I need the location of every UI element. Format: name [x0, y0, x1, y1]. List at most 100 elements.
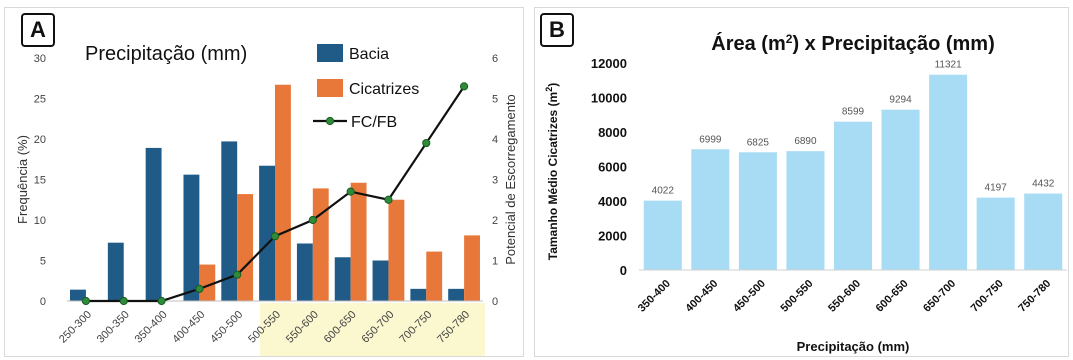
bar	[738, 152, 777, 270]
y-axis-title: Frequência (%)	[15, 135, 30, 224]
bar-cicatrizes	[350, 182, 367, 301]
bar-bacia	[70, 289, 86, 301]
panel-a-label: A	[21, 13, 55, 47]
y-axis-title: Tamanho Médio Cicatrizes (m2)	[544, 83, 560, 261]
x-tick-label: 600-650	[874, 278, 911, 315]
legend-label-bacia: Bacia	[349, 46, 389, 63]
bar-cicatrizes	[275, 84, 291, 301]
chart-b-svg: Área (m2) x Precipitação (mm) 0 2000 4000 60…	[544, 32, 1067, 354]
y-tick-label: 30	[34, 53, 46, 65]
data-label: 4432	[1032, 179, 1055, 190]
y2-tick-label: 5	[492, 94, 498, 106]
data-label: 8599	[842, 107, 865, 118]
bar	[691, 149, 730, 270]
y-tick-label: 25	[34, 94, 46, 106]
chart-title: Área (m2) x Precipitação (mm)	[711, 32, 994, 55]
x-tick-label: 400-450	[170, 309, 207, 346]
x-tick-label: 750-780	[1016, 278, 1053, 315]
x-tick-label: 650-700	[921, 278, 958, 315]
panel-a: 0 5 10 15 20 25 30 0 1 2 3 4 5 6 Frequência (%) Potenci…	[4, 7, 524, 357]
x-tick-label: 300-350	[95, 309, 132, 346]
bar-cicatrizes	[426, 251, 443, 301]
bar-bacia	[372, 260, 389, 301]
data-label: 4197	[985, 183, 1008, 194]
bar	[1024, 193, 1063, 270]
bar-bacia	[145, 147, 162, 301]
data-label: 9294	[889, 95, 912, 106]
point-fcfb	[81, 296, 91, 306]
bar-cicatrizes	[464, 235, 480, 301]
y-tick-label: 20	[34, 134, 46, 146]
y-tick-label: 10	[34, 215, 46, 227]
data-label: 6999	[699, 134, 722, 145]
point-fcfb	[157, 296, 166, 306]
x-tick-label: 700-750	[969, 278, 1006, 315]
x-tick-label: 250-300	[57, 309, 94, 346]
x-tick-label: 350-400	[133, 309, 170, 346]
bar-bacia	[107, 242, 124, 301]
bar-cicatrizes	[388, 199, 405, 301]
bar-bacia	[183, 174, 200, 301]
y-tick-label: 10000	[591, 91, 627, 106]
bar-bacia	[221, 141, 238, 301]
data-label: 4022	[652, 186, 675, 197]
point-fcfb	[195, 284, 204, 293]
x-tick-label: 500-550	[779, 278, 816, 315]
y2-tick-label: 0	[492, 296, 498, 308]
y2-tick-label: 6	[492, 53, 498, 65]
y2-tick-label: 2	[492, 215, 498, 227]
bar-bacia	[410, 288, 427, 301]
y-tick-label: 15	[34, 175, 46, 187]
chart-a-svg: 0 5 10 15 20 25 30 0 1 2 3 4 5 6 Frequência (%) Potenci…	[15, 43, 518, 356]
bar-cicatrizes	[312, 188, 329, 301]
highlight-band	[260, 303, 485, 356]
bar-cicatrizes	[199, 264, 216, 301]
point-fcfb	[346, 187, 355, 196]
data-label: 6890	[794, 136, 817, 147]
x-tick-label: 450-500	[208, 309, 245, 346]
x-tick-label: 550-600	[826, 278, 863, 315]
y-tick-label: 6000	[598, 160, 627, 175]
point-fcfb	[119, 296, 128, 306]
bar-cicatrizes	[237, 194, 254, 301]
panel-b-label: B	[540, 13, 574, 47]
point-fcfb	[308, 215, 317, 225]
y2-tick-label: 3	[492, 175, 498, 187]
legend-marker-fcfb	[325, 116, 335, 126]
x-tick-label: 450-500	[731, 278, 768, 315]
y-tick-label: 5	[40, 256, 46, 268]
point-fcfb	[270, 232, 280, 241]
legend-swatch-cicatrizes	[317, 79, 343, 97]
y-tick-label: 12000	[591, 56, 627, 71]
y2-tick-label: 1	[492, 256, 498, 268]
legend-swatch-bacia	[317, 44, 343, 62]
y2-tick-label: 4	[492, 134, 498, 146]
y2-axis-title: Potencial de Escorregamento	[503, 94, 518, 265]
data-label: 11321	[935, 60, 963, 71]
point-fcfb	[384, 195, 393, 204]
bar-bacia	[259, 165, 275, 301]
legend-label-fcfb: FC/FB	[351, 114, 397, 131]
y-tick-label: 2000	[598, 229, 627, 244]
point-fcfb	[422, 138, 431, 148]
bar	[786, 151, 825, 270]
bar-bacia	[334, 257, 351, 301]
bar	[929, 74, 968, 270]
point-fcfb	[233, 270, 242, 279]
x-axis-title: Precipitação (mm)	[797, 339, 910, 354]
x-tick-label: 400-450	[683, 278, 720, 315]
y-tick-label: 0	[620, 263, 627, 278]
y-tick-label: 4000	[598, 194, 627, 209]
panel-b: Área (m2) x Precipitação (mm) 0 2000 4000 60…	[534, 7, 1069, 357]
y-tick-label: 0	[40, 296, 46, 308]
bar	[976, 197, 1015, 270]
bar-bacia	[296, 243, 313, 301]
bar	[643, 200, 682, 270]
y-tick-label: 8000	[598, 125, 627, 140]
point-fcfb	[459, 82, 469, 91]
chart-title: Precipitação (mm)	[85, 43, 247, 65]
bar	[833, 121, 873, 270]
legend-label-cicatrizes: Cicatrizes	[349, 81, 419, 98]
data-label: 6825	[747, 137, 770, 148]
bar-bacia	[448, 288, 465, 301]
